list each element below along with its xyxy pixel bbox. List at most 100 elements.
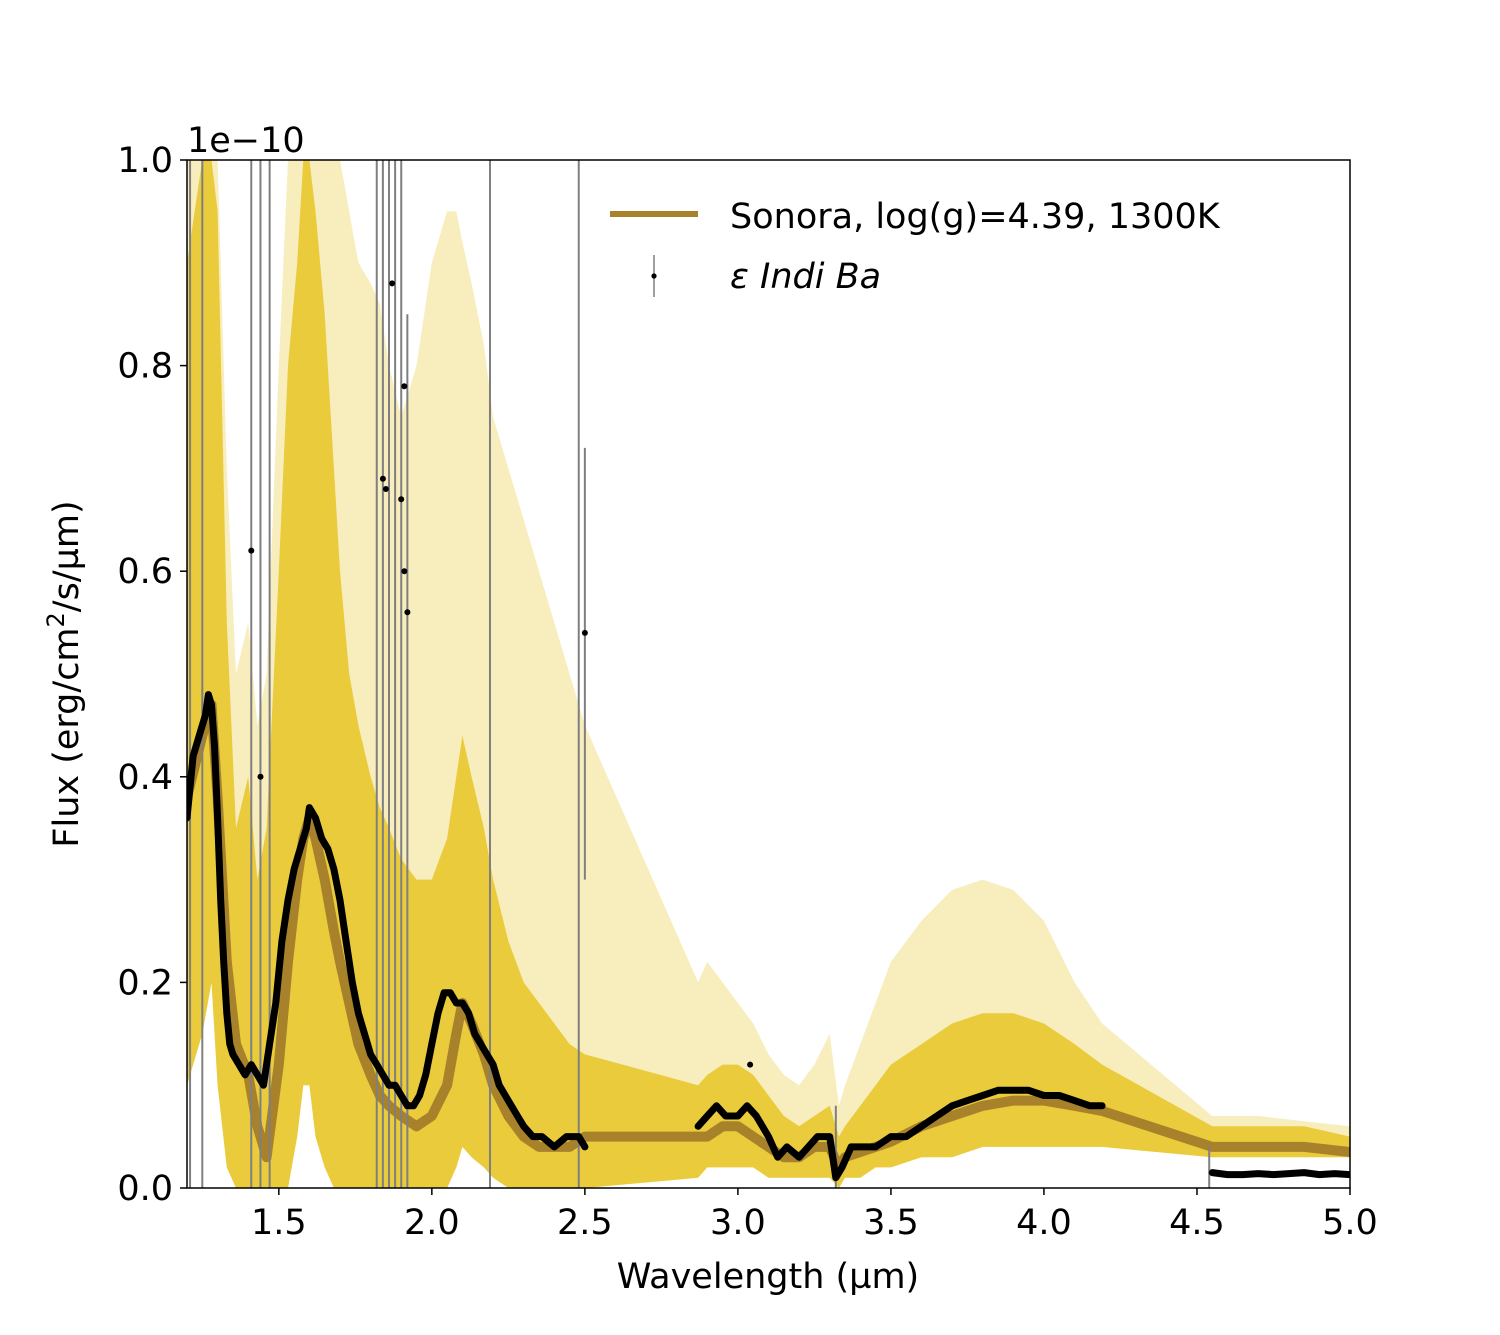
data-point	[1285, 1170, 1292, 1177]
data-point	[539, 1133, 545, 1140]
data-point	[483, 1051, 490, 1058]
data-point	[465, 1010, 472, 1017]
data-point	[453, 1000, 460, 1006]
data-point	[765, 1133, 772, 1140]
data-point	[1086, 1102, 1093, 1109]
y-tick-label: 0.2	[117, 963, 173, 1003]
data-point	[303, 825, 310, 832]
data-point	[1270, 1171, 1277, 1178]
data-point	[220, 958, 227, 965]
data-point	[857, 1143, 864, 1150]
data-point	[508, 1102, 515, 1109]
legend-data-marker	[651, 273, 657, 279]
data-point	[196, 732, 203, 739]
data-point	[581, 629, 588, 636]
data-point	[254, 1071, 261, 1078]
data-point	[1209, 1169, 1216, 1176]
y-tick-label: 0.6	[117, 552, 173, 592]
data-point	[1010, 1087, 1017, 1094]
data-point	[722, 1113, 729, 1119]
data-point	[435, 1010, 441, 1017]
x-tick-label: 5.0	[1322, 1203, 1378, 1243]
data-point	[266, 1041, 273, 1048]
data-point	[753, 1113, 760, 1119]
data-point	[379, 475, 386, 482]
x-tick-label: 2.5	[557, 1203, 613, 1243]
data-point	[529, 1133, 536, 1140]
data-point	[747, 1061, 754, 1068]
data-point	[355, 1010, 362, 1017]
data-point	[324, 845, 331, 852]
model-uncertainty-band	[187, 160, 1350, 1188]
data-point	[774, 1154, 781, 1161]
data-point	[257, 773, 264, 780]
plot-frame	[186, 159, 1351, 1189]
data-point	[226, 1041, 233, 1048]
y-tick-label: 1.0	[117, 141, 173, 181]
data-point	[551, 1143, 558, 1150]
data-trace	[1208, 1169, 1350, 1179]
legend-model-label: Sonora, log(g)=4.39, 1300K	[730, 197, 1221, 237]
axis-ticks: 1.5 2.0 2.5 3.0 3.5 4.0 4.5 5.0 0.0 0.2 0.4 0.6 0.8 1…	[117, 141, 1378, 1243]
data-point	[404, 1102, 411, 1109]
x-tick-label: 3.0	[710, 1203, 766, 1243]
data-point	[202, 712, 209, 719]
y-axis-label: Flux (erg/cm2/s/µm)	[42, 500, 87, 847]
data-point	[826, 1133, 833, 1140]
data-point	[214, 814, 221, 821]
data-point	[367, 1051, 374, 1058]
data-point	[242, 1071, 249, 1078]
data-point	[918, 1123, 925, 1130]
data-point	[401, 568, 408, 575]
data-point	[382, 486, 389, 492]
data-point	[796, 1154, 803, 1161]
data-point	[1071, 1097, 1078, 1104]
data-point	[713, 1102, 720, 1109]
data-point	[272, 1000, 279, 1006]
data-point	[520, 1123, 527, 1130]
data-point	[236, 1061, 242, 1068]
data-point	[1316, 1171, 1323, 1178]
data-point	[447, 989, 454, 996]
data-point	[814, 1133, 821, 1140]
data-point	[285, 897, 291, 904]
data-point	[190, 753, 197, 760]
data-point	[514, 1113, 521, 1119]
data-point	[410, 1102, 417, 1109]
data-point	[343, 938, 350, 945]
y-tick-label: 0.0	[117, 1169, 173, 1209]
data-trace	[694, 1086, 1106, 1182]
data-point	[1331, 1170, 1338, 1177]
data-point	[832, 1174, 839, 1181]
data-point	[441, 989, 448, 996]
data-point	[306, 804, 313, 811]
data-point	[471, 1030, 478, 1037]
data-point	[205, 691, 212, 698]
data-point	[404, 609, 411, 616]
legend: Sonora, log(g)=4.39, 1300K ε Indi Ba	[610, 197, 1221, 297]
data-point	[783, 1143, 790, 1150]
data-point	[1040, 1092, 1047, 1099]
data-point	[1255, 1170, 1262, 1177]
data-point	[211, 743, 218, 749]
data-point	[477, 1041, 484, 1048]
data-point	[398, 1092, 405, 1099]
data-point	[1099, 1102, 1106, 1109]
data-point	[1025, 1087, 1032, 1094]
data-point	[848, 1143, 855, 1150]
data-point	[1301, 1169, 1308, 1176]
x-tick-label: 3.5	[863, 1203, 919, 1243]
data-point	[416, 1092, 423, 1099]
data-point	[964, 1097, 971, 1104]
data-point	[459, 1000, 466, 1006]
data-point	[349, 979, 356, 986]
data-point	[229, 1051, 236, 1058]
data-point	[398, 496, 405, 503]
x-tick-label: 2.0	[404, 1203, 460, 1243]
y-tick-label: 0.8	[117, 347, 173, 387]
data-point	[581, 1143, 588, 1150]
data-point	[575, 1133, 582, 1140]
data-point	[260, 1082, 267, 1089]
x-axis-label: Wavelength (µm)	[617, 1257, 919, 1297]
data-point	[318, 835, 325, 842]
